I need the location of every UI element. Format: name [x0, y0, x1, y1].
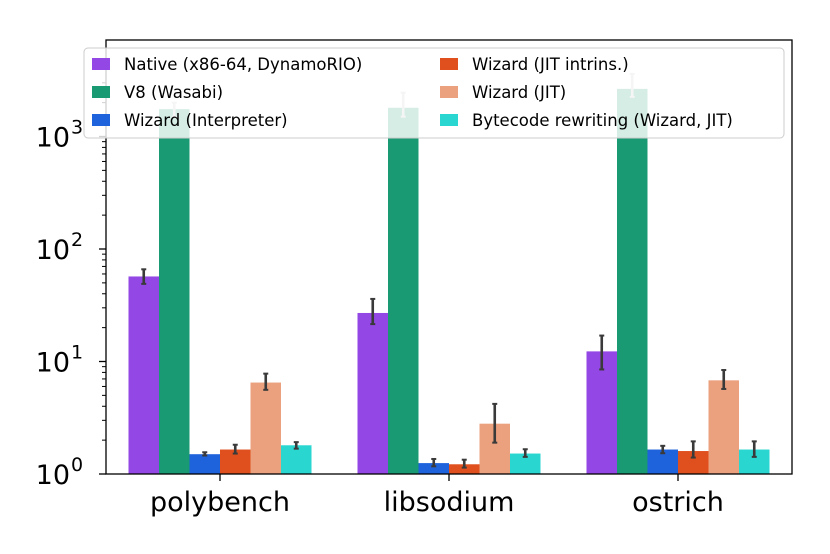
- y-tick-label-10-0: 10: [36, 460, 70, 491]
- bar-2-libsodium: [388, 107, 419, 474]
- bar-2-polybench: [159, 109, 190, 474]
- bar-6-libsodium: [510, 453, 541, 474]
- legend-label-3: Wizard (Interpreter): [124, 111, 288, 130]
- legend-label-4: Wizard (JIT intrins.): [472, 55, 629, 74]
- legend: Native (x86-64, DynamoRIO) V8 (Wasabi) Wiz…: [83, 47, 785, 139]
- bar-1-polybench: [128, 276, 159, 474]
- x-axis-ticks: polybench libsodium ostrich: [150, 474, 724, 518]
- x-tick-label-ostrich: ostrich: [632, 487, 724, 518]
- legend-label-5: Wizard (JIT): [472, 83, 566, 102]
- legend-label-2: V8 (Wasabi): [124, 83, 223, 102]
- bar-2-ostrich: [617, 88, 648, 474]
- legend-swatch-1: [92, 58, 110, 70]
- bars-layer: [128, 88, 770, 474]
- bar-5-ostrich: [708, 380, 739, 474]
- bar-4-libsodium: [449, 464, 480, 474]
- bar-3-libsodium: [418, 463, 449, 474]
- legend-swatch-5: [440, 86, 458, 98]
- y-tick-exponent-10-2: 2: [71, 229, 83, 251]
- x-tick-label-libsodium: libsodium: [384, 487, 515, 518]
- x-tick-label-polybench: polybench: [150, 487, 290, 518]
- bar-4-ostrich: [678, 451, 709, 474]
- y-tick-exponent-10-0: 0: [71, 454, 83, 476]
- legend-label-1: Native (x86-64, DynamoRIO): [124, 55, 362, 74]
- legend-frame: [83, 47, 785, 139]
- y-tick-exponent-10-3: 3: [71, 117, 83, 139]
- y-tick-exponent-10-1: 1: [71, 342, 83, 364]
- legend-swatch-3: [92, 114, 110, 126]
- y-tick-label-10-1: 10: [36, 348, 70, 379]
- y-tick-label-10-3: 10: [36, 123, 70, 154]
- bar-1-libsodium: [357, 312, 388, 474]
- y-tick-label-10-2: 10: [36, 235, 70, 266]
- legend-swatch-6: [440, 114, 458, 126]
- bar-3-polybench: [189, 454, 220, 474]
- legend-label-6: Bytecode rewriting (Wizard, JIT): [472, 111, 733, 130]
- legend-swatch-4: [440, 58, 458, 70]
- bar-1-ostrich: [586, 351, 617, 474]
- legend-swatch-2: [92, 86, 110, 98]
- bar-5-polybench: [250, 382, 281, 474]
- bar-6-polybench: [281, 445, 312, 474]
